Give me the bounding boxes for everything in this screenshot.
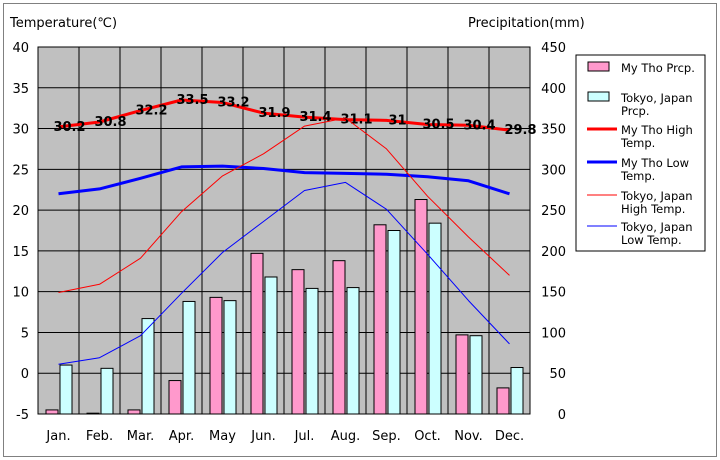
data-label-mytho-high: 29.8: [504, 123, 536, 138]
bar-tokyo-prcp: [469, 335, 483, 415]
line-mytho-high: [58, 98, 510, 132]
bar-tokyo-prcp: [305, 287, 319, 415]
left-tick-label: -5: [16, 408, 29, 423]
bar-tokyo-prcp: [428, 222, 442, 415]
x-tick-label: Jan.: [45, 429, 70, 444]
x-tick-label: Apr.: [169, 429, 194, 444]
bar-tokyo-prcp: [346, 287, 360, 415]
bar-mytho-prcp: [209, 296, 223, 415]
right-tick-label: 450: [541, 41, 566, 56]
right-tick-label: 50: [549, 367, 566, 382]
bar-mytho-prcp: [168, 380, 182, 415]
bar-mytho-prcp: [250, 252, 264, 415]
bar-mytho-prcp: [414, 199, 428, 415]
bar-mytho-prcp: [496, 387, 510, 415]
data-label-mytho-high: 33.5: [176, 93, 208, 108]
x-tick-label: Oct.: [414, 429, 441, 444]
legend-entry-label: My Tho High Temp.: [620, 123, 693, 150]
right-tick-label: 100: [541, 326, 566, 341]
x-tick-label: Nov.: [454, 429, 483, 444]
right-tick-label: 250: [541, 204, 566, 219]
line-tokyo-low: [58, 181, 510, 365]
bar-tokyo-prcp: [264, 276, 278, 415]
right-tick-label: 200: [541, 245, 566, 260]
left-tick-label: 5: [21, 326, 29, 341]
left-tick-label: 15: [12, 245, 29, 260]
bar-tokyo-prcp: [141, 318, 155, 415]
left-tick-label: 40: [12, 41, 29, 56]
bar-tokyo-prcp: [510, 367, 524, 415]
bar-mytho-prcp: [332, 260, 346, 415]
right-tick-label: 400: [541, 82, 566, 97]
data-label-mytho-high: 31.1: [340, 113, 372, 128]
left-tick-label: 35: [12, 82, 29, 97]
bar-tokyo-prcp: [223, 300, 237, 415]
right-tick-label: 0: [558, 408, 566, 423]
x-tick-label: Feb.: [86, 429, 113, 444]
line-tokyo-high: [58, 117, 510, 293]
legend-entry-label: Tokyo, Japan High Temp.: [620, 189, 693, 216]
data-label-mytho-high: 33.2: [217, 95, 249, 110]
bar-mytho-prcp: [373, 224, 387, 415]
left-tick-label: 25: [12, 163, 29, 178]
bar-mytho-prcp: [291, 269, 305, 415]
left-tick-label: 10: [12, 286, 29, 301]
left-axis-title: Temperature(℃): [9, 16, 117, 31]
data-label-mytho-high: 32.2: [135, 104, 167, 119]
x-tick-label: Sep.: [372, 429, 401, 444]
right-tick-label: 150: [541, 286, 566, 301]
left-tick-label: 30: [12, 123, 29, 138]
x-tick-label: Aug.: [331, 429, 361, 444]
bar-tokyo-prcp: [182, 300, 196, 415]
legend-entry-label: Tokyo, Japan Low Temp.: [620, 220, 693, 247]
x-tick-label: Mar.: [127, 429, 154, 444]
bar-mytho-prcp: [86, 412, 100, 415]
right-tick-label: 350: [541, 123, 566, 138]
data-label-mytho-high: 30.4: [463, 118, 495, 133]
legend: [575, 54, 706, 252]
data-label-mytho-high: 31.4: [299, 110, 331, 125]
x-tick-label: May: [209, 429, 236, 444]
data-label-mytho-high: 30.5: [422, 117, 454, 132]
legend-entry-label: Tokyo, Japan Prcp.: [620, 91, 693, 118]
legend-swatch: [587, 91, 610, 102]
left-tick-label: 0: [21, 367, 29, 382]
data-label-mytho-high: 31: [388, 113, 406, 128]
legend-entry-label: My Tho Low Temp.: [620, 156, 689, 183]
x-tick-label: Jul.: [294, 429, 315, 444]
legend-entry-label: My Tho Prcp.: [621, 61, 695, 75]
bar-mytho-prcp: [45, 409, 59, 415]
x-tick-label: Jun.: [250, 429, 275, 444]
bar-tokyo-prcp: [100, 367, 114, 415]
x-tick-label: Dec.: [495, 429, 524, 444]
right-axis-title: Precipitation(mm): [468, 16, 585, 31]
data-label-mytho-high: 31.9: [258, 106, 290, 121]
left-tick-label: 20: [12, 204, 29, 219]
bar-tokyo-prcp: [59, 364, 73, 415]
bar-mytho-prcp: [455, 334, 469, 415]
data-label-mytho-high: 30.8: [94, 115, 126, 130]
bar-mytho-prcp: [127, 409, 141, 415]
line-mytho-low: [58, 164, 510, 196]
data-label-mytho-high: 30.2: [53, 120, 85, 135]
right-tick-label: 300: [541, 163, 566, 178]
bar-tokyo-prcp: [387, 230, 401, 415]
legend-swatch: [587, 61, 610, 72]
